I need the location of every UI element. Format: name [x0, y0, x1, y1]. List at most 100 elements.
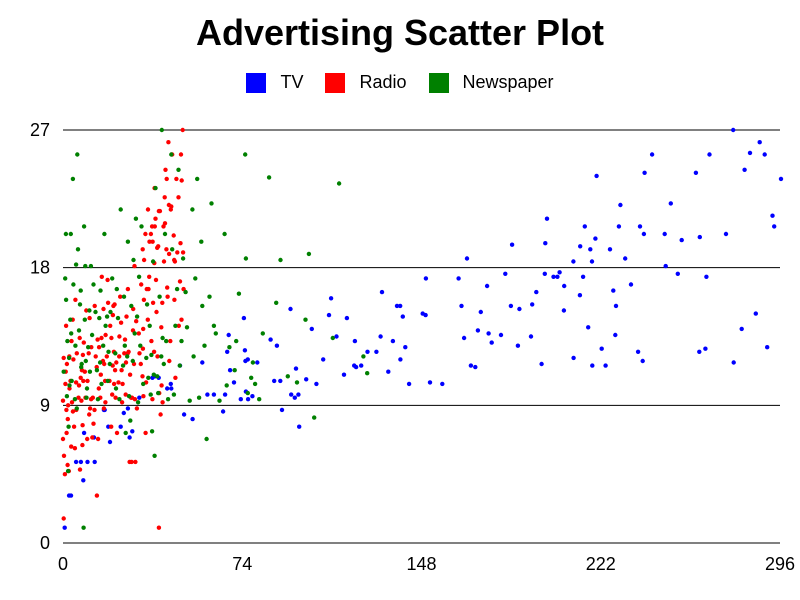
point-tv-17	[127, 435, 132, 440]
point-radio-182	[122, 351, 127, 356]
point-tv-97	[489, 340, 494, 345]
point-radio-161	[67, 386, 72, 391]
point-radio-158	[61, 355, 66, 361]
point-tv-55	[293, 366, 299, 371]
point-newspaper-101	[165, 397, 171, 402]
point-radio-79	[123, 392, 128, 397]
point-tv-31	[211, 392, 217, 397]
point-tv-139	[635, 349, 641, 354]
point-newspaper-120	[200, 303, 205, 309]
point-radio-118	[154, 309, 159, 315]
point-newspaper-60	[117, 397, 122, 402]
point-newspaper-11	[68, 231, 74, 237]
point-radio-198	[169, 204, 174, 209]
point-tv-44	[245, 397, 251, 402]
point-newspaper-129	[224, 383, 229, 388]
point-radio-134	[164, 176, 169, 182]
point-tv-61	[321, 357, 326, 362]
point-tv-59	[309, 326, 314, 332]
point-radio-201	[178, 152, 184, 157]
point-tv-24	[168, 381, 173, 387]
point-tv-156	[723, 231, 729, 237]
point-radio-177	[109, 424, 114, 429]
point-tv-25	[169, 386, 174, 391]
point-newspaper-14	[70, 176, 76, 182]
point-radio-89	[132, 263, 137, 269]
legend-label-newspaper: Newspaper	[462, 72, 554, 92]
point-radio-163	[71, 424, 77, 429]
point-radio-17	[70, 409, 76, 414]
point-newspaper-102	[169, 152, 174, 157]
point-newspaper-141	[260, 331, 265, 336]
point-radio-140	[168, 338, 173, 344]
point-radio-24	[77, 335, 82, 341]
point-newspaper-9	[67, 383, 72, 388]
point-tv-120	[578, 244, 583, 249]
point-newspaper-56	[113, 351, 118, 356]
point-tv-158	[731, 360, 736, 365]
point-radio-51	[99, 274, 105, 279]
point-tv-94	[475, 328, 481, 333]
point-radio-25	[78, 375, 83, 380]
point-newspaper-122	[204, 436, 209, 442]
point-newspaper-151	[336, 181, 342, 186]
point-radio-125	[158, 412, 163, 417]
point-tv-62	[326, 312, 332, 318]
point-tv-13	[107, 439, 113, 445]
point-newspaper-96	[159, 127, 164, 133]
point-newspaper-3	[63, 297, 69, 302]
point-newspaper-104	[171, 392, 177, 397]
point-newspaper-126	[213, 331, 218, 336]
point-tv-119	[577, 293, 583, 298]
point-radio-196	[162, 221, 168, 226]
point-newspaper-18	[73, 262, 79, 267]
point-newspaper-143	[274, 300, 279, 305]
point-tv-74	[379, 289, 385, 295]
point-newspaper-53	[107, 361, 113, 367]
point-tv-114	[557, 270, 562, 275]
point-radio-62	[109, 335, 114, 341]
point-radio-93	[137, 351, 142, 356]
point-newspaper-30	[83, 263, 88, 269]
point-newspaper-4	[64, 394, 70, 399]
point-radio-18	[71, 357, 76, 362]
point-radio-35	[86, 351, 91, 356]
point-tv-64	[334, 334, 339, 339]
point-radio-195	[159, 383, 164, 388]
point-newspaper-152	[361, 354, 366, 359]
point-tv-89	[459, 303, 464, 309]
y-tick-label: 9	[40, 395, 50, 415]
point-newspaper-113	[187, 398, 192, 403]
point-radio-169	[85, 378, 90, 384]
point-radio-80	[124, 314, 129, 319]
point-radio-82	[125, 286, 131, 292]
point-newspaper-41	[94, 368, 100, 373]
point-radio-124	[157, 208, 163, 214]
point-tv-109	[542, 271, 547, 276]
point-tv-142	[641, 231, 647, 237]
point-radio-178	[111, 303, 116, 309]
point-radio-104	[145, 317, 150, 322]
point-radio-61	[108, 323, 113, 328]
point-newspaper-121	[202, 343, 207, 348]
point-tv-51	[279, 407, 285, 413]
point-radio-29	[80, 352, 86, 358]
point-radio-135	[165, 285, 170, 290]
point-tv-47	[268, 337, 273, 342]
point-radio-28	[80, 423, 85, 428]
point-newspaper-75	[134, 314, 140, 319]
point-newspaper-116	[193, 276, 198, 281]
point-tv-127	[593, 236, 598, 241]
point-newspaper-77	[136, 274, 142, 279]
point-newspaper-110	[180, 256, 186, 261]
point-tv-161	[747, 150, 753, 156]
point-tv-53	[289, 392, 294, 397]
point-newspaper-88	[150, 259, 156, 264]
point-tv-75	[386, 369, 391, 374]
point-radio-57	[103, 332, 108, 338]
point-tv-70	[359, 363, 364, 368]
point-radio-130	[161, 259, 167, 264]
point-radio-39	[89, 345, 94, 350]
point-radio-187	[134, 406, 140, 411]
